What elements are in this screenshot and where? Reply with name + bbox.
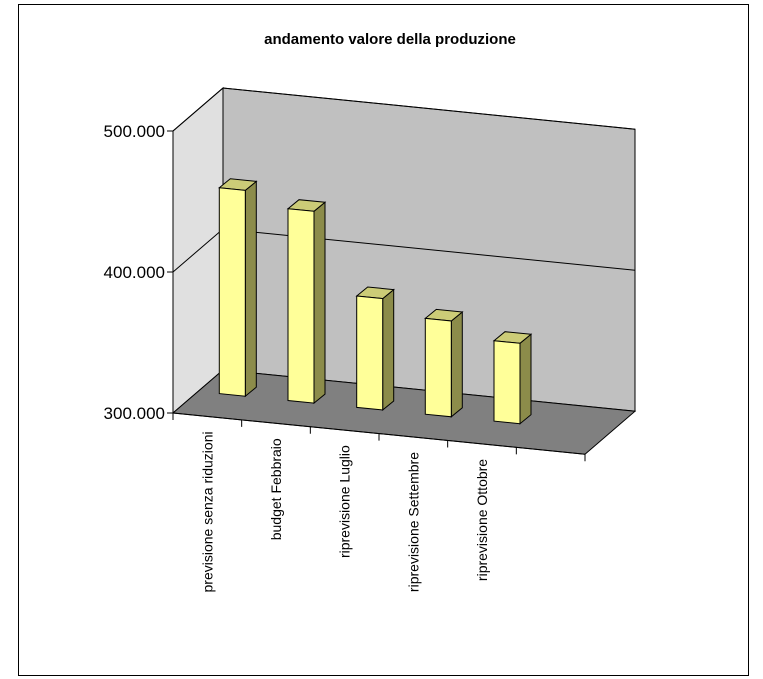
bar-front [424, 317, 452, 418]
bar-front [287, 208, 315, 404]
bar-front [493, 340, 521, 425]
x-category-label: previsione senza riduzioni [199, 431, 215, 592]
bar-side [450, 310, 463, 418]
bar [218, 178, 258, 398]
bar-side [244, 180, 257, 398]
x-category-label: riprevisione Ottobre [474, 459, 490, 581]
bars [218, 178, 533, 425]
x-category-label: riprevisione Settembre [405, 452, 421, 592]
bar [286, 199, 327, 405]
bar-side [382, 288, 395, 412]
y-tick-label: 400.000 [104, 263, 165, 282]
gridline [172, 87, 636, 132]
x-axis: previsione senza riduzioni budget Febbrai… [172, 412, 586, 592]
bar-front [218, 187, 246, 397]
x-category-label: riprevisione Luglio [337, 445, 353, 558]
bar-front [356, 295, 384, 411]
bar [355, 286, 395, 412]
y-tick-label: 500.000 [104, 122, 165, 141]
bar-side [519, 333, 532, 425]
bar [424, 308, 464, 418]
chart-title: andamento valore della produzione [264, 31, 516, 48]
y-tick-label: 300.000 [104, 404, 165, 423]
x-category-label: budget Febbraio [268, 438, 284, 540]
y-axis: 300.000 400.000 500.000 [104, 122, 174, 423]
bar-side [313, 201, 326, 405]
bar [492, 331, 533, 425]
